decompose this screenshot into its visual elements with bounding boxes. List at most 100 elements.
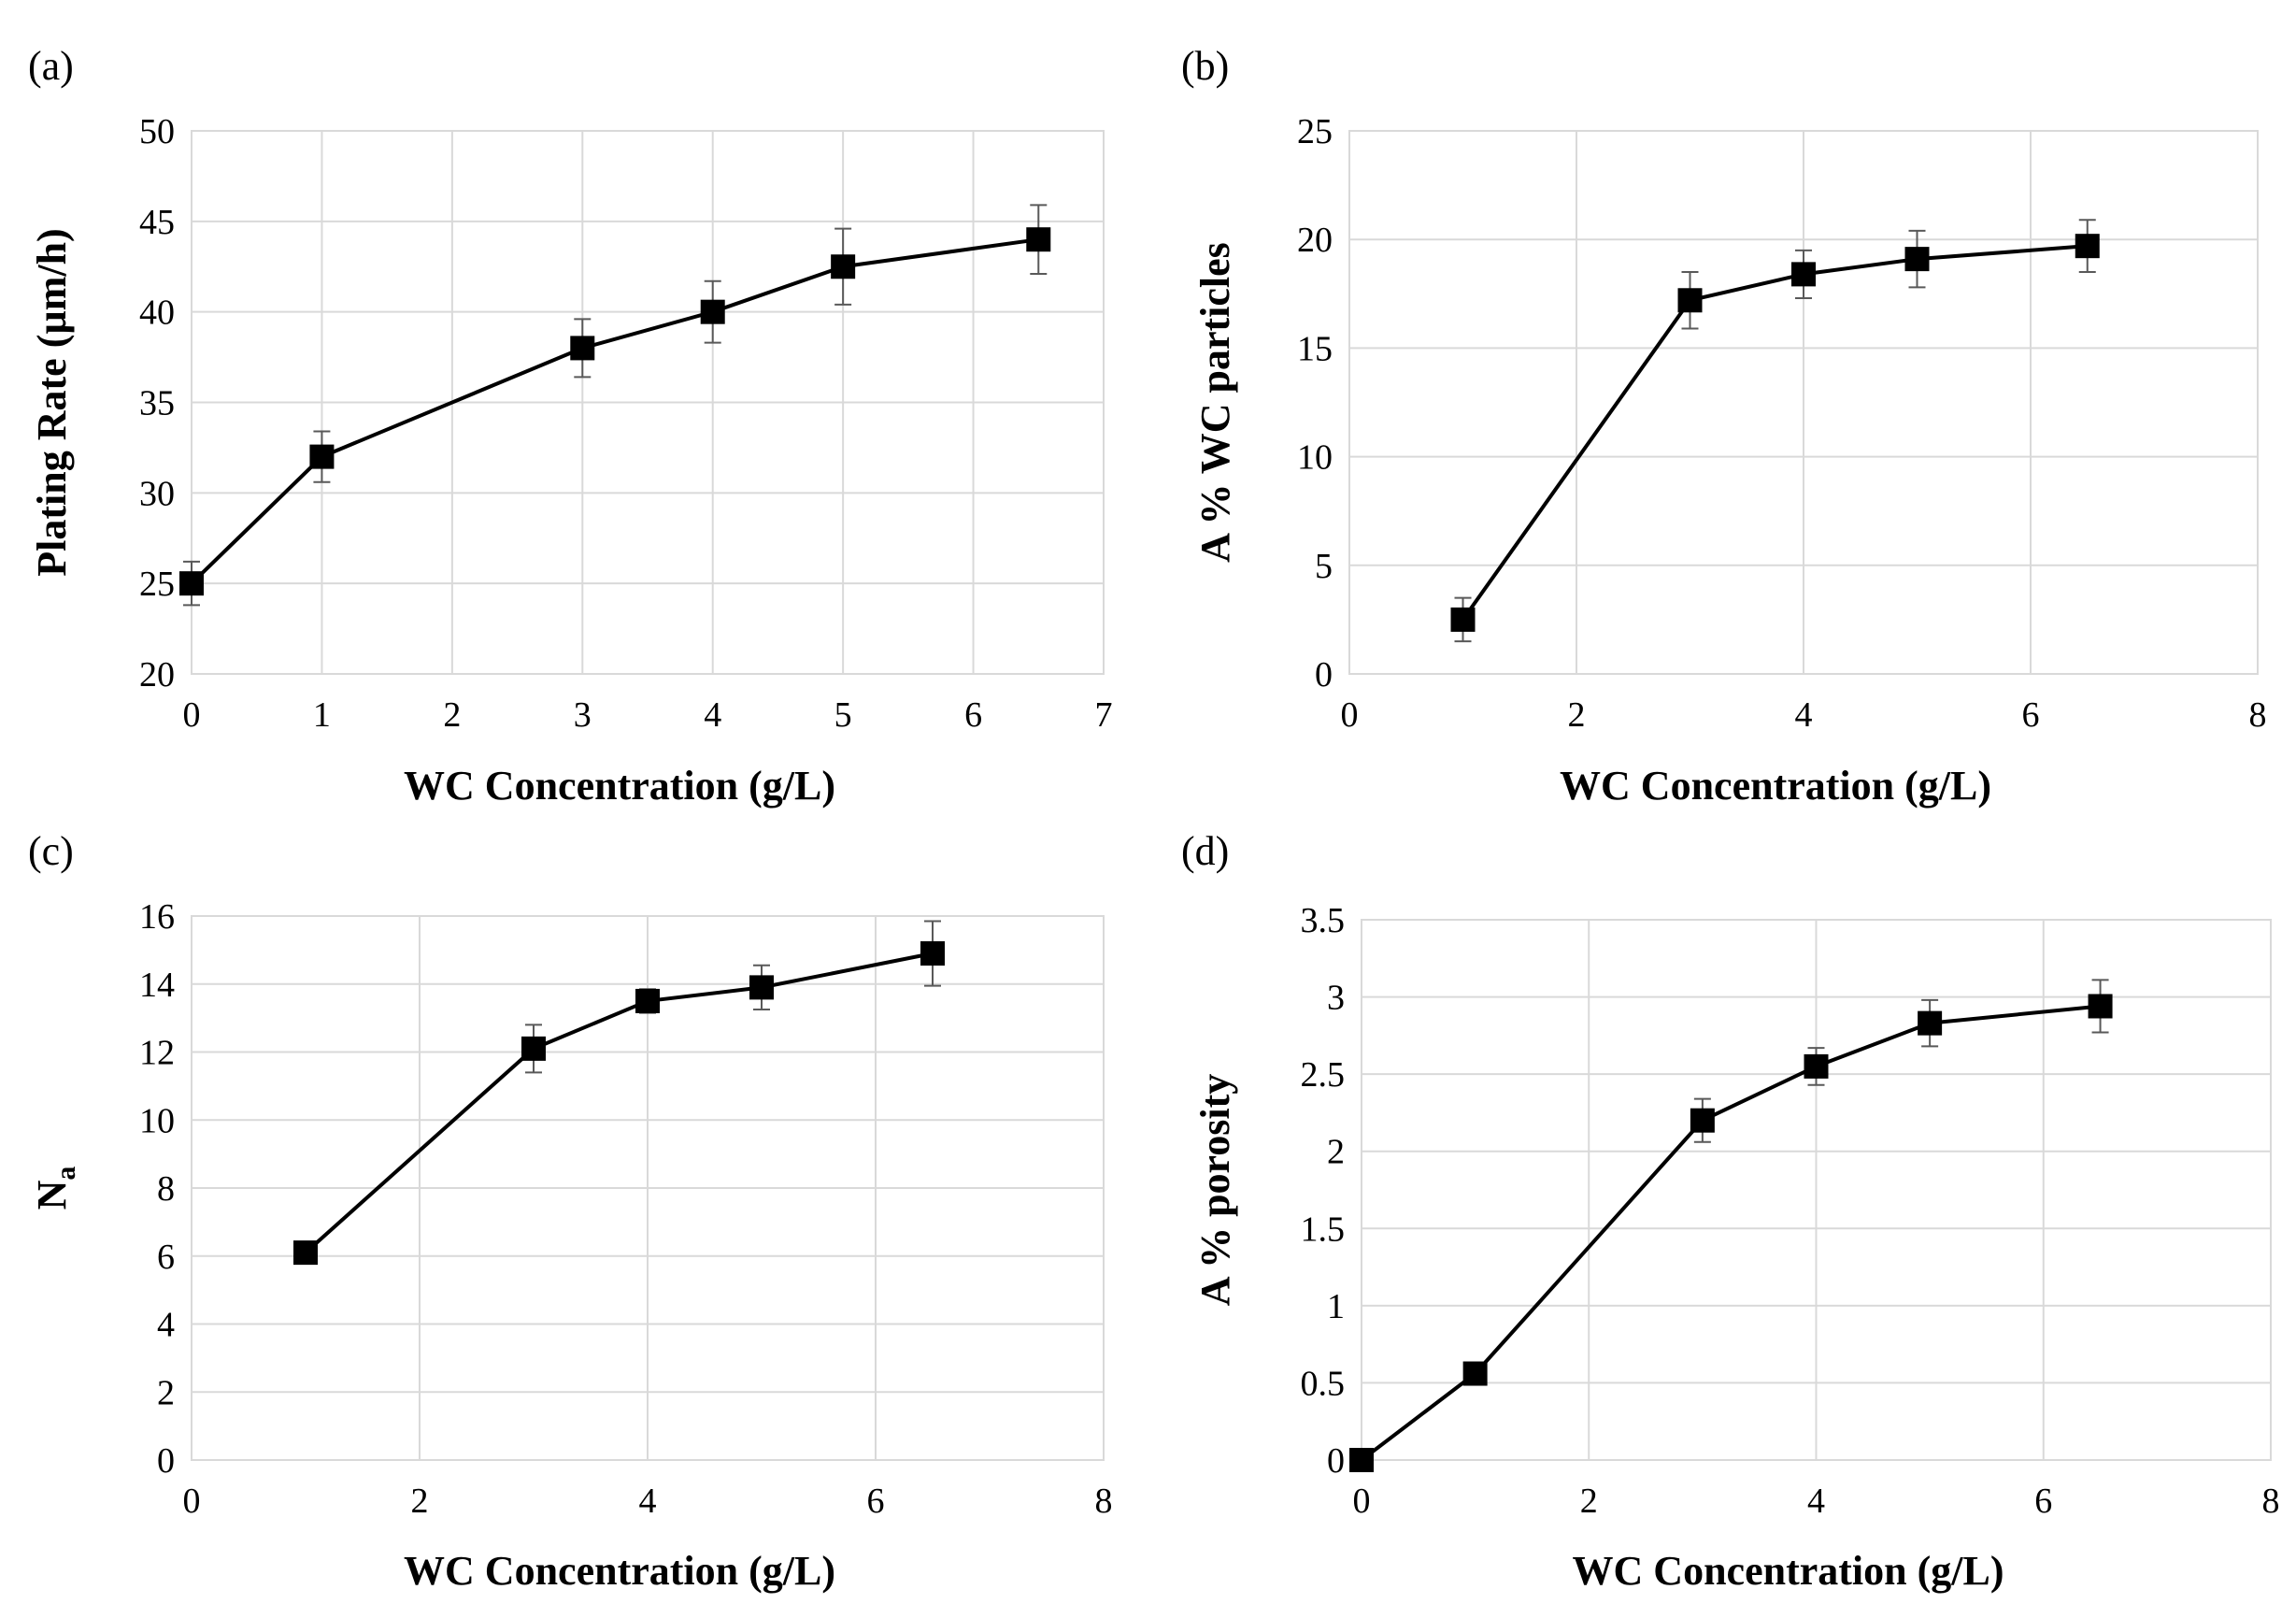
- y-tick-label: 0: [157, 1441, 175, 1481]
- y-tick-label: 25: [139, 565, 175, 604]
- y-tick-label: 0.5: [1301, 1364, 1346, 1403]
- x-tick-label: 0: [183, 1482, 201, 1521]
- y-tick-label: 0: [1315, 655, 1333, 694]
- y-axis-title-text: N: [29, 1180, 75, 1210]
- x-tick-label: 1: [313, 695, 331, 735]
- plot-area-frame: [1348, 130, 2259, 675]
- y-tick-label: 3: [1327, 979, 1345, 1018]
- data-point-marker: [1026, 227, 1051, 252]
- x-axis-title: WC Concentration (g/L): [1560, 763, 1991, 809]
- data-point-marker: [920, 941, 945, 967]
- data-point-marker: [1690, 1108, 1715, 1133]
- x-tick-label: 5: [834, 695, 852, 735]
- x-tick-label: 2: [1580, 1482, 1598, 1521]
- panel-label: (b): [1181, 43, 1229, 89]
- x-tick-label: 8: [2249, 695, 2267, 735]
- x-tick-label: 6: [2034, 1482, 2052, 1521]
- y-tick-label: 25: [1297, 112, 1333, 151]
- plot-area-frame: [191, 130, 1105, 675]
- plot-area-frame: [1361, 919, 2272, 1461]
- data-point-marker: [1349, 1448, 1374, 1472]
- x-tick-label: 0: [1341, 695, 1359, 735]
- y-tick-label: 10: [1297, 438, 1333, 478]
- y-axis-title-text: A % porosity: [1192, 1074, 1238, 1307]
- x-tick-label: 6: [867, 1482, 885, 1521]
- data-point-marker: [635, 988, 660, 1013]
- y-tick-label: 20: [1297, 221, 1333, 260]
- y-tick-label: 0: [1327, 1441, 1345, 1481]
- x-tick-label: 8: [1095, 1482, 1113, 1521]
- data-point-marker: [521, 1036, 546, 1061]
- x-axis-title: WC Concentration (g/L): [1573, 1548, 2004, 1594]
- x-axis-title: WC Concentration (g/L): [404, 1548, 835, 1594]
- x-axis-title: WC Concentration (g/L): [404, 763, 835, 809]
- chart-panel-b: 0 5 10 15 20 25 0 2 4 6 8 (b) WC Concentration (g/L)…: [1181, 43, 2267, 809]
- series-line: [190, 237, 1039, 585]
- y-tick-label: 16: [139, 897, 175, 937]
- x-tick-label: 7: [1095, 695, 1113, 735]
- y-axis-title-text: A % WC particles: [1192, 242, 1238, 563]
- y-tick-label: 50: [139, 112, 175, 151]
- chart-panel-c: 0 2 4 6 8 10 12 14 16 0 2 4 6 8 (c) WC Concentration (g…: [28, 828, 1113, 1594]
- y-tick-label: 3.5: [1301, 901, 1346, 940]
- data-point-marker: [309, 444, 335, 469]
- y-tick-label: 15: [1297, 329, 1333, 368]
- x-tick-label: 3: [574, 695, 592, 735]
- panel-label: (d): [1181, 828, 1229, 874]
- data-point-marker: [831, 254, 856, 279]
- y-axis-title: A % WC particles: [1192, 242, 1238, 563]
- chart-panel-d: 0 0.5 1 1.5 2 2.5 3 3.5 0 2 4 6 8 (d) WC Concentration…: [1181, 828, 2280, 1594]
- x-tick-label: 2: [1568, 695, 1586, 735]
- y-tick-label: 14: [139, 966, 175, 1005]
- data-point-marker: [749, 975, 774, 1000]
- data-point-marker: [179, 571, 204, 596]
- x-tick-label: 0: [183, 695, 201, 735]
- data-point-marker: [1462, 1361, 1488, 1386]
- y-axis-title-subscript: a: [50, 1167, 81, 1181]
- data-point-marker: [700, 299, 725, 324]
- data-point-marker: [570, 336, 595, 361]
- y-tick-label: 30: [139, 474, 175, 513]
- y-tick-label: 20: [139, 655, 175, 694]
- y-tick-label: 12: [139, 1034, 175, 1073]
- y-axis-title: A % porosity: [1192, 1074, 1238, 1307]
- data-point-marker: [1450, 607, 1476, 632]
- y-tick-label: 5: [1315, 547, 1333, 586]
- y-tick-label: 2: [157, 1373, 175, 1412]
- data-point-marker: [293, 1240, 318, 1266]
- y-axis-title: Na: [29, 1167, 81, 1210]
- x-tick-label: 2: [411, 1482, 429, 1521]
- y-tick-label: 40: [139, 294, 175, 333]
- y-tick-label: 8: [157, 1169, 175, 1209]
- series-line: [1360, 1004, 2101, 1462]
- x-tick-label: 4: [1795, 695, 1813, 735]
- y-axis-title-text: Plating Rate (µm/h): [29, 228, 75, 576]
- plot-area-frame: [191, 915, 1105, 1461]
- y-axis-title: Plating Rate (µm/h): [29, 228, 75, 576]
- x-tick-label: 8: [2262, 1482, 2280, 1521]
- y-tick-label: 1: [1327, 1287, 1345, 1326]
- x-tick-label: 4: [1807, 1482, 1825, 1521]
- data-point-marker: [2088, 994, 2113, 1019]
- data-point-marker: [1904, 247, 1930, 272]
- x-tick-label: 2: [443, 695, 461, 735]
- x-tick-label: 6: [2022, 695, 2040, 735]
- y-tick-label: 10: [139, 1101, 175, 1140]
- y-tick-label: 6: [157, 1238, 175, 1277]
- data-point-marker: [1677, 288, 1703, 313]
- x-tick-label: 4: [639, 1482, 657, 1521]
- x-tick-label: 0: [1353, 1482, 1371, 1521]
- panel-label: (c): [28, 828, 74, 874]
- y-tick-label: 1.5: [1301, 1210, 1346, 1249]
- x-tick-label: 6: [964, 695, 982, 735]
- y-tick-label: 45: [139, 203, 175, 242]
- y-tick-label: 2.5: [1301, 1055, 1346, 1095]
- data-point-marker: [1791, 262, 1816, 287]
- data-point-marker: [1804, 1053, 1829, 1079]
- y-tick-label: 35: [139, 384, 175, 423]
- x-tick-label: 4: [704, 695, 721, 735]
- y-tick-label: 2: [1327, 1133, 1345, 1172]
- data-point-marker: [1918, 1010, 1943, 1036]
